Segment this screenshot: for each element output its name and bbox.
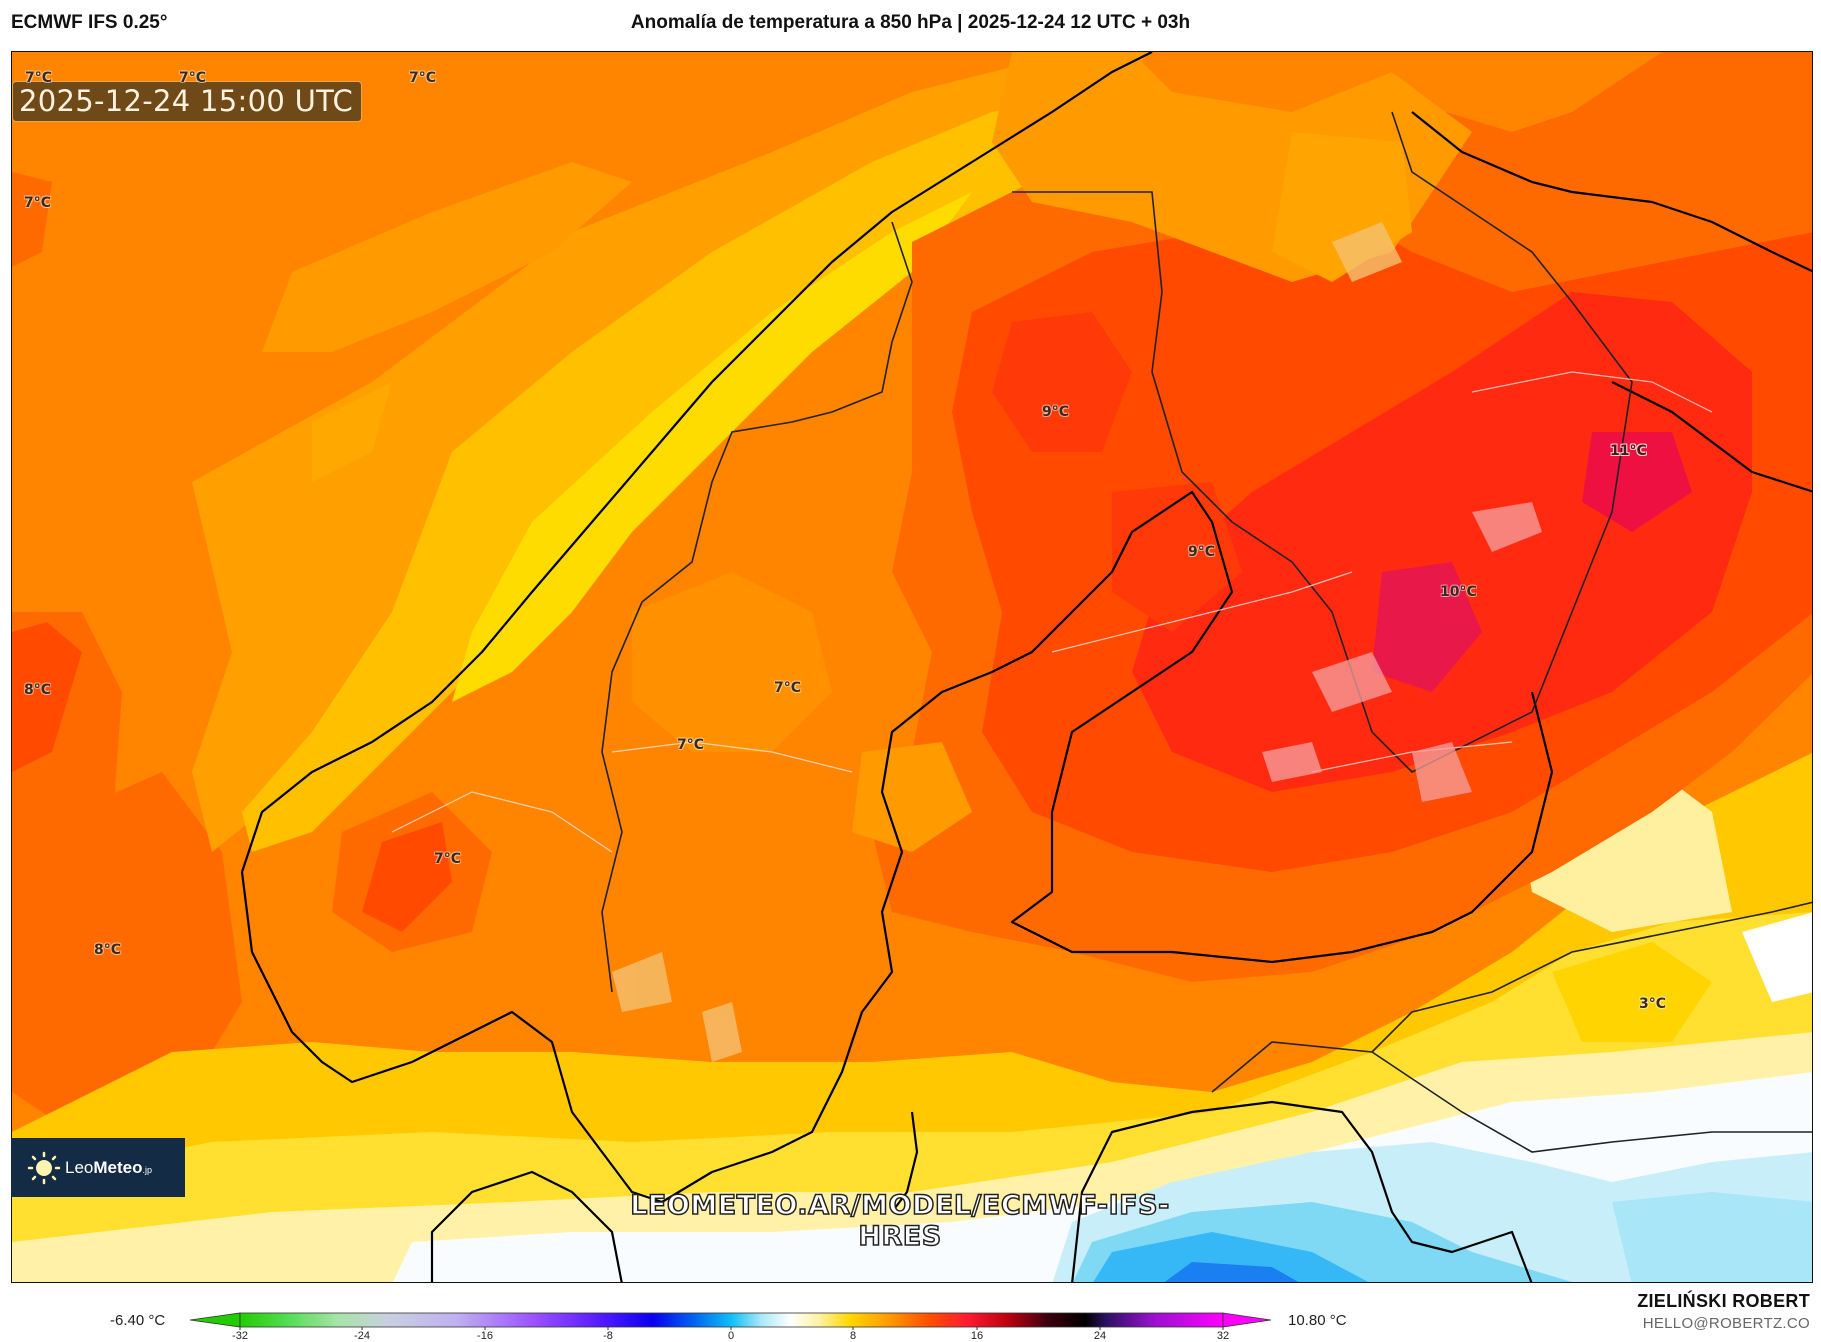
colorbar-tick: 24 bbox=[1093, 1330, 1107, 1342]
colorbar-tick: -8 bbox=[603, 1330, 613, 1342]
colorbar-tick: -24 bbox=[354, 1330, 370, 1342]
map-field bbox=[12, 52, 1812, 1282]
field-max-label: 10.80 °C bbox=[1288, 1312, 1347, 1329]
contour-label: 7°C bbox=[774, 680, 802, 696]
contour-label: 10°C bbox=[1440, 584, 1477, 600]
leometeo-logo: LeoMeteo.jp bbox=[11, 1138, 185, 1197]
sun-icon bbox=[27, 1151, 61, 1184]
chart-title: Anomalía de temperatura a 850 hPa | 2025… bbox=[630, 12, 1191, 33]
contour-label: 7°C bbox=[24, 195, 52, 211]
source-url-watermark: LEOMETEO.AR/MODEL/ECMWF-IFS-HRES bbox=[629, 1189, 1170, 1253]
colorbar-tick: 8 bbox=[849, 1330, 857, 1342]
contour-label: 9°C bbox=[1042, 404, 1070, 420]
colorbar-tick: -16 bbox=[477, 1330, 493, 1342]
model-name: ECMWF IFS 0.25° bbox=[11, 12, 168, 33]
contour-label: 7°C bbox=[409, 70, 437, 86]
contour-label: 8°C bbox=[94, 942, 122, 958]
temperature-anomaly-map: 2025-12-24 15:00 UTC 7°C 7°C 7°C 7°C 8°C… bbox=[11, 51, 1813, 1283]
contour-label: 7°C bbox=[179, 70, 207, 86]
valid-time-badge: 2025-12-24 15:00 UTC bbox=[12, 81, 363, 122]
contour-label: 11°C bbox=[1610, 443, 1647, 459]
colorbar-tick: 32 bbox=[1216, 1330, 1230, 1342]
contour-label: 9°C bbox=[1188, 544, 1216, 560]
contour-label: 3°C bbox=[1639, 996, 1667, 1012]
colorbar bbox=[189, 1312, 1272, 1330]
contour-label: 7°C bbox=[677, 737, 705, 753]
colorbar-tick: -32 bbox=[232, 1330, 248, 1342]
contour-label: 7°C bbox=[434, 851, 462, 867]
author-credit: ZIELIŃSKI ROBERT HELLO@ROBERTZ.CO bbox=[1637, 1291, 1810, 1332]
contour-label: 7°C bbox=[25, 70, 53, 86]
author-email: HELLO@ROBERTZ.CO bbox=[1642, 1315, 1810, 1332]
colorbar-tick: 0 bbox=[727, 1330, 735, 1342]
colorbar-tick: 16 bbox=[970, 1330, 984, 1342]
contour-label: 8°C bbox=[24, 682, 52, 698]
author-name: ZIELIŃSKI ROBERT bbox=[1637, 1291, 1810, 1311]
field-min-label: -6.40 °C bbox=[110, 1312, 166, 1329]
logo-text: LeoMeteo.jp bbox=[65, 1157, 153, 1177]
